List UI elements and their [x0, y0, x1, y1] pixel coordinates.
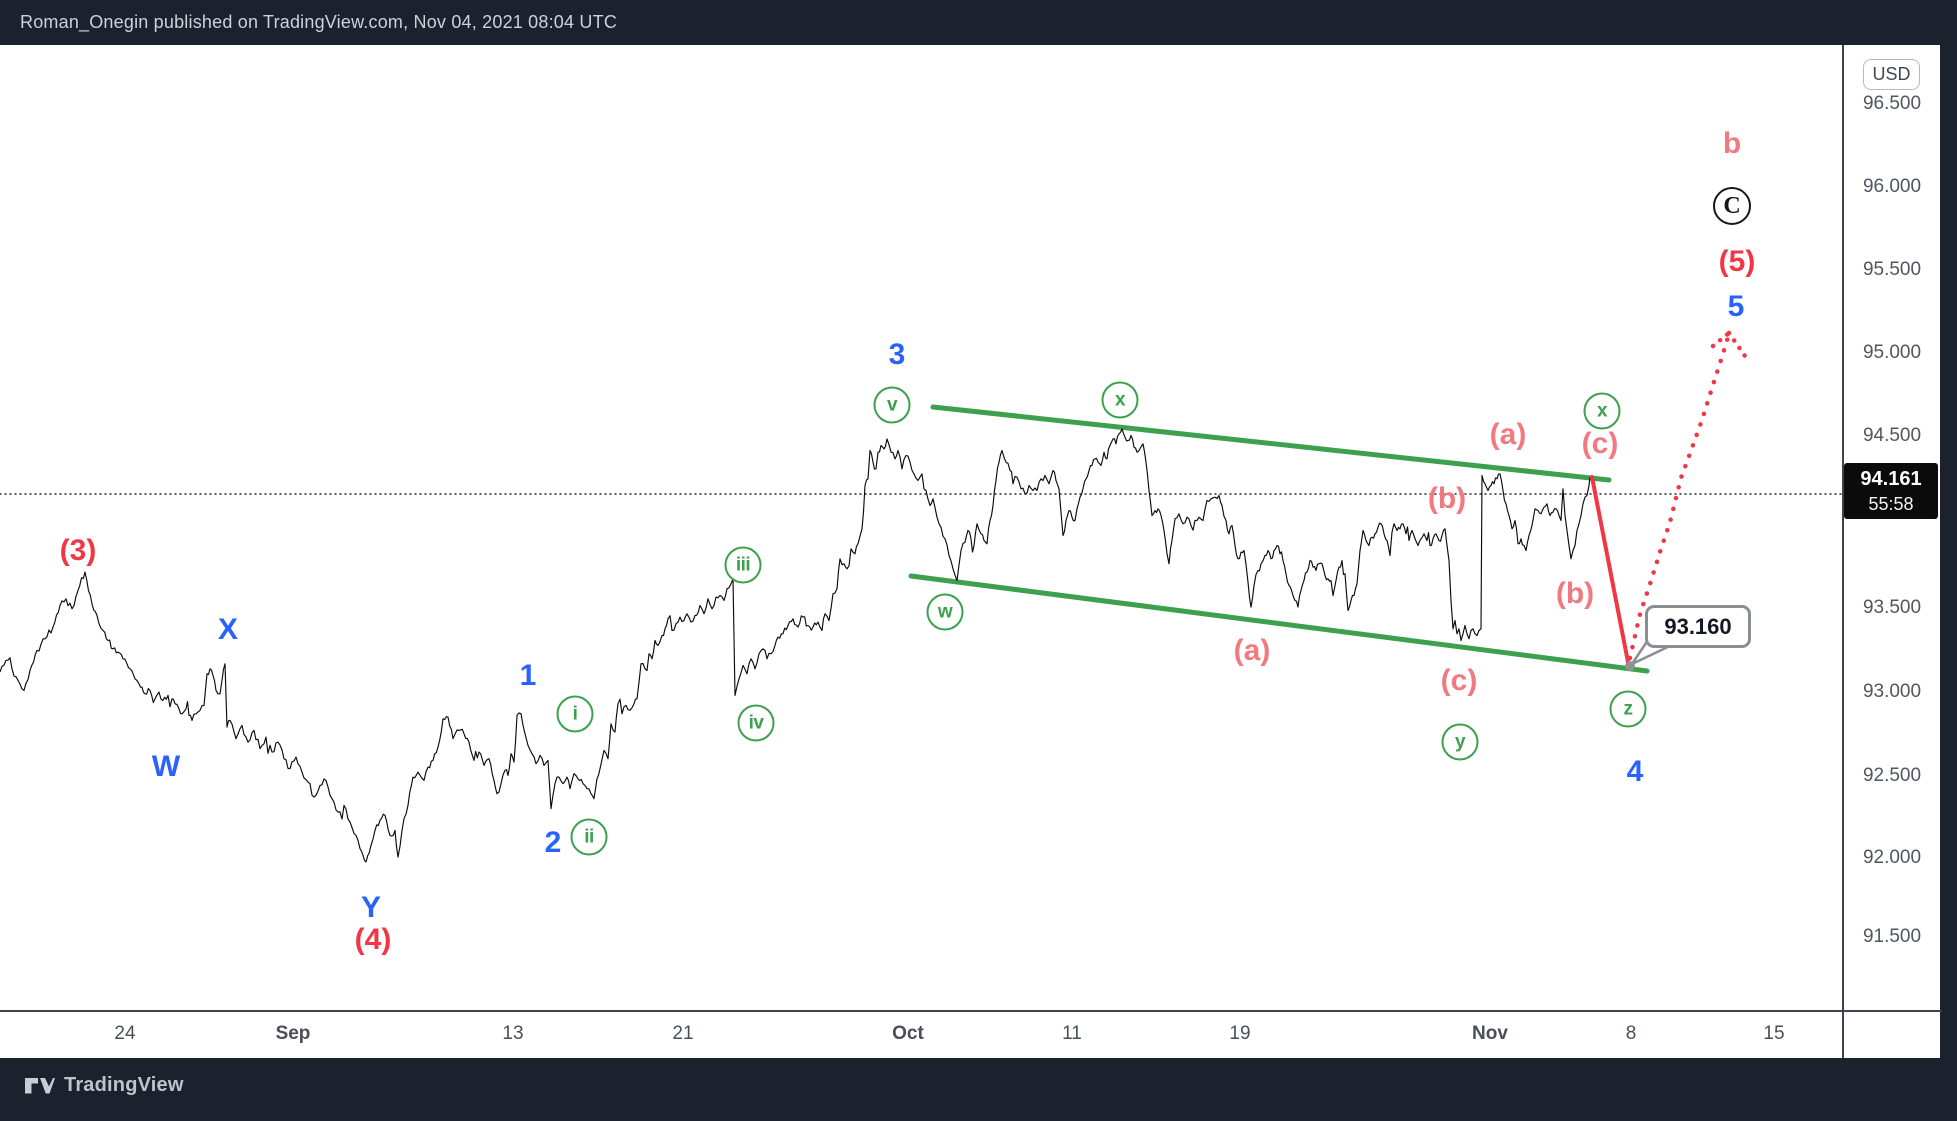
- wave-label-x-circle-green: x: [1583, 392, 1621, 430]
- tradingview-logo-icon[interactable]: [25, 1077, 55, 1094]
- time-tick-11: 11: [1062, 1023, 1082, 1044]
- price-tick-95.000: 95.000: [1862, 342, 1922, 363]
- time-tick-24: 24: [114, 1023, 136, 1044]
- currency-badge: USD: [1863, 59, 1920, 90]
- wave-label-a-salmon: (a): [1233, 634, 1271, 667]
- wave-label-3-blue: 3: [888, 338, 906, 371]
- projection-arrowhead-wing-2: [1726, 330, 1748, 359]
- wave-label-b-salmon: b: [1722, 127, 1742, 160]
- wave-label-c-salmon: (c): [1581, 427, 1619, 460]
- time-tick-15: 15: [1763, 1023, 1785, 1044]
- channel-lower-line[interactable]: [908, 573, 1650, 674]
- footer: TradingView: [25, 1074, 184, 1097]
- price-tick-92.500: 92.500: [1862, 765, 1922, 786]
- wave-label-ii-circle-green: ii: [570, 818, 608, 856]
- price-tick-93.500: 93.500: [1862, 597, 1922, 618]
- wave-label-3-red: (3): [59, 534, 97, 567]
- channel-upper-line[interactable]: [930, 404, 1612, 483]
- wave-label-x-circle-green: x: [1101, 381, 1139, 419]
- price-tick-92.000: 92.000: [1862, 847, 1922, 868]
- wave-label-4-blue: 4: [1626, 755, 1644, 788]
- wave-label-i-circle-green: i: [556, 695, 594, 733]
- publish-title-bar: Roman_Onegin published on TradingView.co…: [0, 0, 1957, 45]
- time-tick-19: 19: [1229, 1023, 1251, 1044]
- wave-label-y-circle-green: y: [1441, 723, 1479, 761]
- wave-label-z-circle-green: z: [1609, 690, 1647, 728]
- price-tick-96.500: 96.500: [1862, 93, 1922, 114]
- price-series-line: [0, 428, 1591, 863]
- wave-label-c-salmon: (c): [1440, 664, 1478, 697]
- wave-label-W-blue: W: [151, 750, 181, 783]
- time-axis-border: [0, 1010, 1942, 1012]
- time-tick-21: 21: [672, 1023, 694, 1044]
- price-tick-91.500: 91.500: [1862, 926, 1922, 947]
- tradingview-brand[interactable]: TradingView: [64, 1074, 184, 1096]
- wave-label-2-blue: 2: [544, 826, 562, 859]
- wave-label-C-circle-black: C: [1713, 187, 1751, 225]
- price-axis-border: [1842, 45, 1844, 1058]
- price-level-value: 93.160: [1664, 613, 1732, 639]
- chart-surface[interactable]: [0, 45, 1940, 1058]
- wave-label-b-salmon: (b): [1427, 482, 1467, 515]
- bar-countdown: 55:58: [1868, 494, 1914, 514]
- currency-badge-label: USD: [1872, 64, 1911, 84]
- wave-label-5-red: (5): [1718, 245, 1756, 278]
- price-level-callout: 93.160: [1645, 605, 1751, 648]
- time-tick-Nov: Nov: [1472, 1023, 1508, 1044]
- price-tick-96.000: 96.000: [1862, 176, 1922, 197]
- projection-arrowhead-wing-1: [1710, 330, 1732, 349]
- wave-label-v-circle-green: v: [873, 386, 911, 424]
- wave-label-4-red: (4): [354, 923, 392, 956]
- wave-label-iii-circle-green: iii: [724, 546, 762, 584]
- time-tick-Oct: Oct: [892, 1023, 924, 1044]
- time-tick-13: 13: [502, 1023, 524, 1044]
- price-tick-94.500: 94.500: [1862, 425, 1922, 446]
- wave-label-5-blue: 5: [1727, 290, 1745, 323]
- wave-label-1-blue: 1: [519, 659, 537, 692]
- red-impulse-line[interactable]: [1590, 475, 1630, 664]
- price-tick-95.500: 95.500: [1862, 259, 1922, 280]
- last-price-value: 94.161: [1860, 468, 1922, 490]
- wave-label-b-salmon: (b): [1555, 577, 1595, 610]
- last-price-badge: 94.161 55:58: [1844, 463, 1938, 519]
- projection-arrow[interactable]: [1627, 331, 1732, 661]
- publish-title: Roman_Onegin published on TradingView.co…: [20, 12, 618, 32]
- time-tick-Sep: Sep: [275, 1023, 311, 1044]
- price-tick-93.000: 93.000: [1862, 681, 1922, 702]
- time-tick-8: 8: [1625, 1023, 1637, 1044]
- wave-label-iv-circle-green: iv: [737, 704, 775, 742]
- wave-label-X-blue: X: [217, 613, 239, 646]
- wave-label-a-salmon: (a): [1489, 418, 1527, 451]
- price-anchor-dot: [1625, 661, 1635, 671]
- wave-label-w-circle-green: w: [926, 593, 964, 631]
- wave-label-Y-blue: Y: [360, 891, 382, 924]
